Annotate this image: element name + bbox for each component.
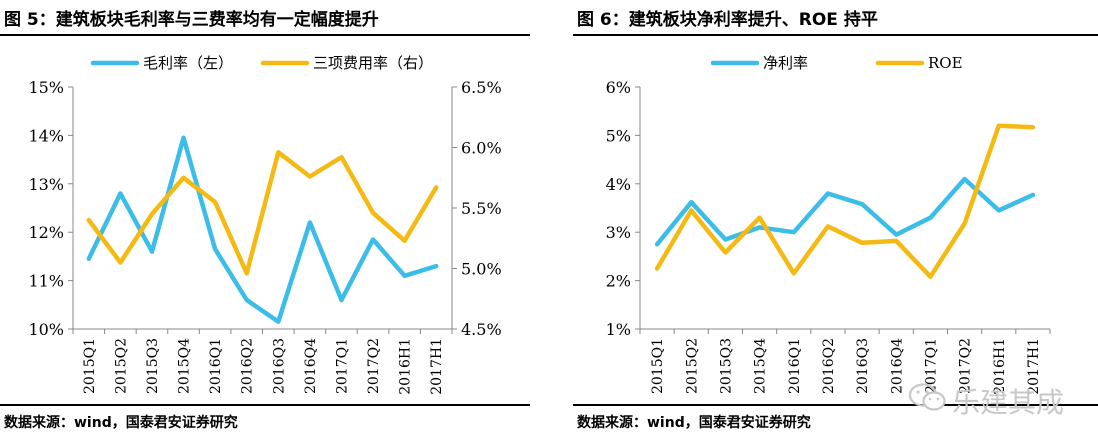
figure-5-panel: 图 5：建筑板块毛利率与三费率均有一定幅度提升 10% 11% 12% 13% 14% 1… (0, 0, 530, 444)
series-line-1 (654, 176, 1036, 247)
x-tick-label: 2015Q4 (177, 338, 193, 394)
x-tick-label: 2017H1 (429, 338, 445, 395)
legend-label: 净利率 (763, 54, 808, 72)
y-tick-label-right: 5.5% (461, 199, 502, 218)
series-line-2 (86, 150, 439, 276)
x-tick-label: 2016Q2 (821, 338, 837, 394)
x-tick-label: 2015Q3 (145, 338, 161, 394)
x-tick-label: 2016Q3 (271, 338, 287, 394)
figure-title: 图 6：建筑板块净利率提升、ROE 持平 (577, 10, 878, 30)
y-tick-label-left: 1% (606, 320, 631, 339)
y-tick-label-right: 6.5% (461, 78, 502, 97)
x-tick-label: 2016H1 (992, 338, 1008, 395)
gross-margin-expense-ratio-chart: 10% 11% 12% 13% 14% 15% 4.5% 5.0% 5.5% 6.0% 6.5% 20… (28, 54, 502, 395)
figure-source: 数据来源：wind，国泰君安证券研究 (4, 415, 238, 431)
x-tick-label: 2016Q3 (855, 338, 871, 394)
figure-title: 图 5：建筑板块毛利率与三费率均有一定幅度提升 (4, 10, 379, 30)
x-tick-label: 2017Q1 (334, 338, 350, 394)
x-tick-label: 2015Q3 (718, 338, 734, 394)
x-tick-label: 2016Q1 (787, 338, 803, 394)
net-margin-roe-chart: 1% 2% 3% 4% 5% 6% 2015Q1 2015Q2 2015Q3 2015Q4 2016… (606, 54, 1051, 395)
figure-6-panel: 图 6：建筑板块净利率提升、ROE 持平 1% 2% 3% 4% 5% 6% 2015Q1 2… (573, 0, 1098, 444)
wechat-icon (908, 383, 946, 411)
x-tick-label: 2015Q2 (113, 338, 129, 394)
y-tick-label-left: 10% (28, 320, 64, 339)
x-tick-label: 2015Q4 (753, 338, 769, 394)
source-rule (0, 404, 530, 406)
title-rule (0, 34, 530, 36)
x-tick-label: 2017H1 (1026, 338, 1042, 395)
series-line-2 (654, 123, 1036, 279)
y-tick-label-left: 12% (28, 223, 64, 242)
y-tick-label-left: 3% (606, 223, 631, 242)
y-tick-label-left: 5% (606, 126, 631, 145)
y-tick-label-right: 5.0% (461, 260, 502, 279)
title-rule (573, 34, 1098, 36)
source-rule (573, 404, 1098, 406)
series-line-1 (86, 135, 439, 324)
y-tick-label-right: 6.0% (461, 139, 502, 158)
watermark: 乐建其成 (908, 380, 1093, 419)
figure-source: 数据来源：wind，国泰君安证券研究 (577, 415, 811, 431)
x-tick-label: 2016H1 (398, 338, 414, 395)
y-tick-label-left: 11% (28, 272, 64, 291)
x-tick-label: 2016Q4 (889, 338, 905, 394)
x-tick-label: 2015Q1 (82, 338, 98, 394)
y-tick-label-left: 15% (28, 78, 64, 97)
y-tick-label-right: 4.5% (461, 320, 502, 339)
x-tick-label: 2017Q2 (366, 338, 382, 394)
y-tick-label-left: 14% (28, 126, 64, 145)
x-tick-label: 2015Q2 (684, 338, 700, 394)
x-tick-label: 2016Q2 (240, 338, 256, 394)
y-tick-label-left: 13% (28, 175, 64, 194)
y-tick-label-left: 6% (606, 78, 631, 97)
y-tick-label-left: 2% (606, 272, 631, 291)
x-tick-label: 2016Q4 (303, 338, 319, 394)
legend-label: ROE (928, 54, 963, 72)
x-tick-label: 2015Q1 (650, 338, 666, 394)
legend-label: 毛利率（左） (143, 54, 233, 72)
legend-label: 三项费用率（右） (313, 54, 433, 72)
y-tick-label-left: 4% (606, 175, 631, 194)
x-tick-label: 2017Q2 (958, 338, 974, 394)
x-tick-label: 2016Q1 (208, 338, 224, 394)
watermark-text: 乐建其成 (952, 386, 1065, 419)
x-tick-label: 2017Q1 (923, 338, 939, 394)
